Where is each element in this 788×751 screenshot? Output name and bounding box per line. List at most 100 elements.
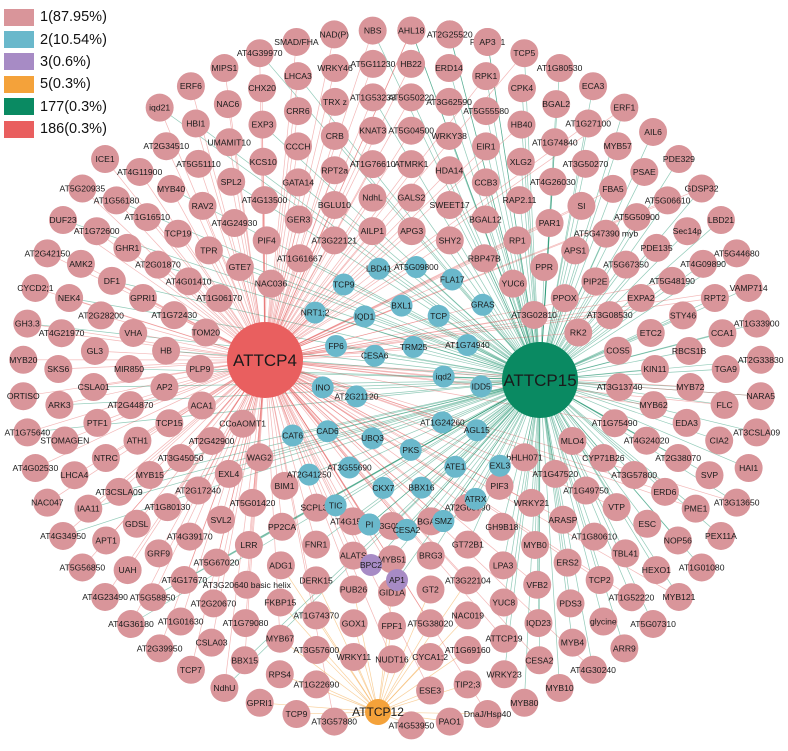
node-at4g39970[interactable]: AT4G39970 <box>237 39 283 68</box>
node-lbd41[interactable]: LBD41 <box>366 257 392 280</box>
node-at2g25520[interactable]: AT2G25520 <box>427 20 473 49</box>
node-mips1[interactable]: MIPS1 <box>210 54 239 83</box>
node-at1g74840[interactable]: AT1G74840 <box>532 128 578 157</box>
node-at1g33900[interactable]: AT1G33900 <box>734 309 780 338</box>
node-at1g22690[interactable]: AT1G22690 <box>294 670 340 699</box>
node-nop56[interactable]: NOP56 <box>664 526 692 555</box>
node-gt2[interactable]: GT2 <box>416 575 445 604</box>
node-gte7[interactable]: GTE7 <box>225 253 254 282</box>
node-gl3[interactable]: GL3 <box>80 336 109 365</box>
node-tbl41[interactable]: TBL41 <box>611 539 640 568</box>
node-myb4[interactable]: MYB4 <box>558 628 587 657</box>
node-at4g11900[interactable]: AT4G11900 <box>117 157 162 186</box>
node-etc2[interactable]: ETC2 <box>636 318 665 347</box>
node-xlg2[interactable]: XLG2 <box>506 147 535 176</box>
node-glycine[interactable]: glycine <box>589 607 618 636</box>
node-at2g34510[interactable]: AT2G34510 <box>143 132 189 161</box>
node-ubq3[interactable]: UBQ3 <box>361 427 384 450</box>
node-bgal2[interactable]: BGAL2 <box>542 90 570 119</box>
node-at5g47390-myb[interactable]: AT5G47390 myb <box>574 219 639 248</box>
node-spl2[interactable]: SPL2 <box>217 167 246 196</box>
node-ice1[interactable]: ICE1 <box>91 145 120 174</box>
node-at2g01870[interactable]: AT2G01870 <box>135 250 181 279</box>
node-vfb2[interactable]: VFB2 <box>523 570 552 599</box>
node-myb80[interactable]: MYB80 <box>510 688 539 717</box>
node-pao1[interactable]: PAO1 <box>435 707 464 736</box>
node-ghr1[interactable]: GHR1 <box>113 233 142 262</box>
node-cia2[interactable]: CIA2 <box>705 426 734 455</box>
node-hexo1[interactable]: HEXO1 <box>642 556 671 585</box>
node-aca1[interactable]: ACA1 <box>187 391 216 420</box>
node-hb22[interactable]: HB22 <box>397 49 426 78</box>
node-at2g42900[interactable]: AT2G42900 <box>189 426 235 455</box>
node-at5g38020[interactable]: AT5G38020 <box>407 609 453 638</box>
node-brg3[interactable]: BRG3 <box>416 541 445 570</box>
node-ers2[interactable]: ERS2 <box>553 548 582 577</box>
node-lhca3[interactable]: LHCA3 <box>283 62 312 91</box>
node-at3g22104[interactable]: AT3G22104 <box>445 566 491 595</box>
node-iqd2[interactable]: iqd2 <box>432 365 455 388</box>
node-atmrk1[interactable]: ATMRK1 <box>394 150 429 179</box>
node-ccch[interactable]: CCCH <box>284 132 313 161</box>
node-lrr[interactable]: LRR <box>234 530 263 559</box>
node-myb51[interactable]: MYB51 <box>378 545 406 574</box>
node-at2g28200[interactable]: AT2G28200 <box>78 301 124 330</box>
node-wrky38[interactable]: WRKY38 <box>432 121 468 150</box>
node-at1g80130[interactable]: AT1G80130 <box>145 493 191 522</box>
node-ail6[interactable]: AIL6 <box>639 117 668 146</box>
node-fkbp15[interactable]: FKBP15 <box>264 588 297 617</box>
node-iqd21[interactable]: iqd21 <box>145 93 174 122</box>
node-cos5[interactable]: COS5 <box>603 336 632 365</box>
node-cpk4[interactable]: CPK4 <box>507 74 536 103</box>
node-iaa11[interactable]: IAA11 <box>74 494 103 523</box>
node-pp2ca[interactable]: PP2CA <box>268 512 296 541</box>
node-at1g24260[interactable]: AT1G24260 <box>420 411 465 434</box>
node-at5g58850[interactable]: AT5G58850 <box>130 583 176 612</box>
node-at5g01420[interactable]: AT5G01420 <box>230 488 276 517</box>
node-pds3[interactable]: PDS3 <box>556 589 585 618</box>
node-sks6[interactable]: SKS6 <box>44 355 73 384</box>
node-at2g17240[interactable]: AT2G17240 <box>175 476 221 505</box>
node-ap2[interactable]: AP2 <box>150 373 179 402</box>
node-nrt1-2[interactable]: NRT1;2 <box>301 301 330 324</box>
node-wag2[interactable]: WAG2 <box>245 443 274 472</box>
node-cad6[interactable]: CAD6 <box>316 420 339 443</box>
node-ntrc[interactable]: NTRC <box>91 444 120 473</box>
node-at5g44680[interactable]: AT5G44680 <box>714 239 760 268</box>
node-pme1[interactable]: PME1 <box>681 494 710 523</box>
node-fp6[interactable]: FP6 <box>325 334 348 357</box>
node-at4g24020[interactable]: AT4G24020 <box>624 426 670 455</box>
node-mir850[interactable]: MIR850 <box>114 354 144 383</box>
node-bhlh071[interactable]: bHLH071 <box>506 443 543 472</box>
node-at1g72430[interactable]: AT1G72430 <box>151 301 197 330</box>
node-par1[interactable]: PAR1 <box>535 209 564 238</box>
node-nek4[interactable]: NEK4 <box>55 284 84 313</box>
node-stomagen[interactable]: STOMAGEN <box>40 426 89 455</box>
node-at4g39170[interactable]: AT4G39170 <box>167 522 213 551</box>
node-myb0[interactable]: MYB0 <box>521 530 550 559</box>
node-ptf1[interactable]: PTF1 <box>83 408 112 437</box>
node-at4g53950[interactable]: AT4G53950 <box>388 711 434 740</box>
node-dnaj-hsp40[interactable]: DnaJ/Hsp40 <box>464 700 512 729</box>
node-wrky21[interactable]: WRKY21 <box>514 488 550 517</box>
node-bim1[interactable]: BIM1 <box>270 471 299 500</box>
node-at4g13500[interactable]: AT4G13500 <box>242 186 288 215</box>
node-ailp1[interactable]: AILP1 <box>358 217 387 246</box>
node-eca3[interactable]: ECA3 <box>579 72 608 101</box>
node-tcp15[interactable]: TCP15 <box>155 409 184 438</box>
node-df1[interactable]: DF1 <box>97 266 126 295</box>
node-at3g57600[interactable]: AT3G57600 <box>293 636 339 665</box>
node-at4g17670[interactable]: AT4G17670 <box>161 566 207 595</box>
node-ppox[interactable]: PPOX <box>550 284 579 313</box>
node-rpt2a[interactable]: RPT2a <box>320 156 349 185</box>
node-derk15[interactable]: DERK15 <box>299 566 333 595</box>
node-svp[interactable]: SVP <box>695 461 724 490</box>
node-at1g01080[interactable]: AT1G01080 <box>679 553 725 582</box>
node-gh3-3[interactable]: GH3.3 <box>13 309 42 338</box>
node-at2g44870[interactable]: AT2G44870 <box>108 391 154 420</box>
node-at3g55690[interactable]: AT3G55690 <box>327 456 372 479</box>
node-pde135[interactable]: PDE135 <box>641 233 673 262</box>
node-sweet17[interactable]: SWEET17 <box>430 191 470 220</box>
node-at4g23490[interactable]: AT4G23490 <box>82 582 128 611</box>
node-idd5[interactable]: IDD5 <box>470 375 493 398</box>
